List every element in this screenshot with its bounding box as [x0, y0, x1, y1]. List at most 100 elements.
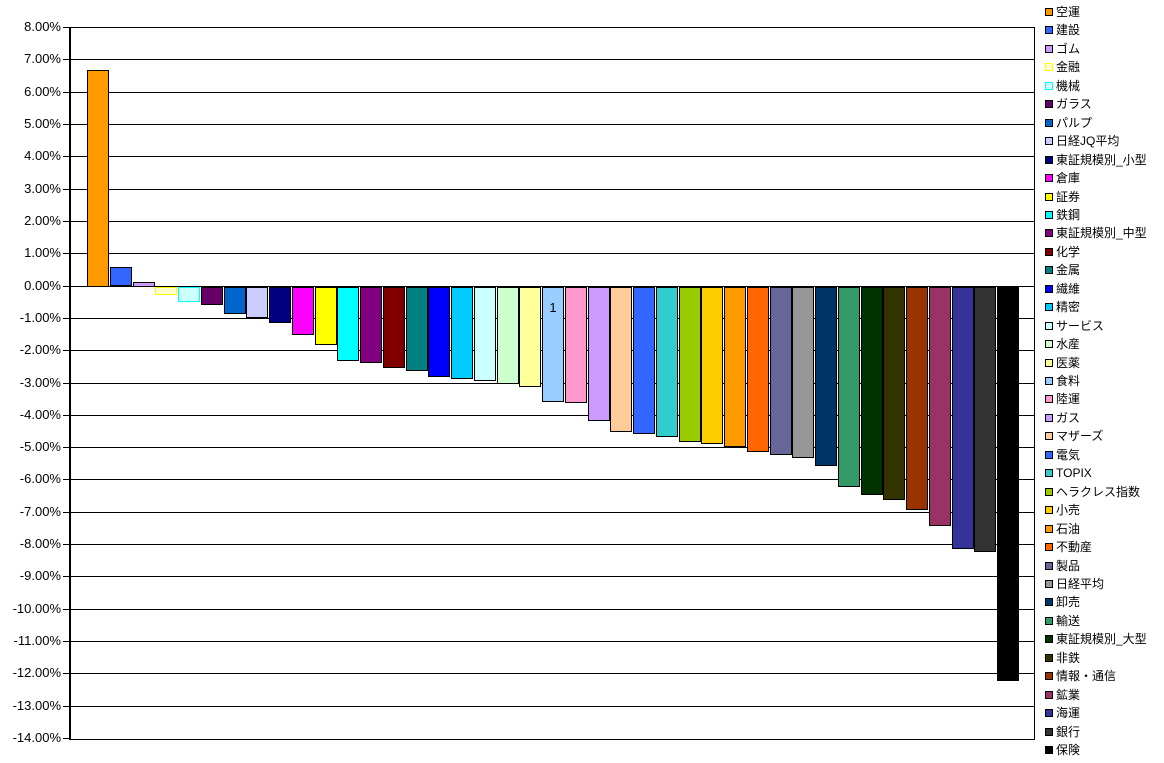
- bar[interactable]: [724, 287, 746, 447]
- legend-item[interactable]: 鉄鋼: [1045, 208, 1080, 222]
- bar[interactable]: [701, 287, 723, 444]
- legend-item[interactable]: 建設: [1045, 23, 1080, 37]
- legend-item[interactable]: 空運: [1045, 5, 1080, 19]
- legend-item[interactable]: 情報・通信: [1045, 669, 1116, 683]
- bar[interactable]: [656, 287, 678, 437]
- legend-swatch-icon: [1045, 432, 1053, 440]
- legend-item[interactable]: 石油: [1045, 522, 1080, 536]
- bar[interactable]: [155, 287, 177, 295]
- legend-item[interactable]: 不動産: [1045, 540, 1092, 554]
- bar[interactable]: [588, 287, 610, 421]
- bar[interactable]: [292, 287, 314, 335]
- bar[interactable]: [883, 287, 905, 500]
- bar[interactable]: [929, 287, 951, 526]
- legend-item[interactable]: 日経平均: [1045, 577, 1104, 591]
- legend-item[interactable]: 電気: [1045, 448, 1080, 462]
- y-tick-label: -12.00%: [12, 665, 61, 680]
- y-tick-label: -8.00%: [19, 536, 61, 551]
- legend-item[interactable]: 化学: [1045, 245, 1080, 259]
- legend-item[interactable]: 水産: [1045, 337, 1080, 351]
- legend-item[interactable]: 繊維: [1045, 282, 1080, 296]
- gridline: [71, 253, 1034, 254]
- bar[interactable]: [542, 287, 564, 402]
- bar[interactable]: [110, 267, 132, 286]
- legend-item[interactable]: ガス: [1045, 411, 1080, 425]
- bar[interactable]: [178, 287, 200, 302]
- y-axis-tick: [63, 318, 70, 319]
- bar[interactable]: [861, 287, 883, 495]
- bar[interactable]: [497, 287, 519, 384]
- legend-item[interactable]: 陸運: [1045, 392, 1080, 406]
- bar[interactable]: [633, 287, 655, 434]
- bar[interactable]: [224, 287, 246, 314]
- legend-item[interactable]: ヘラクレス指数: [1045, 485, 1140, 499]
- legend-item[interactable]: 金属: [1045, 263, 1080, 277]
- bar[interactable]: [747, 287, 769, 452]
- bar[interactable]: [838, 287, 860, 487]
- legend-swatch-icon: [1045, 469, 1053, 477]
- bar[interactable]: [315, 287, 337, 345]
- bar[interactable]: [474, 287, 496, 381]
- y-tick-label: 3.00%: [24, 181, 61, 196]
- legend-item[interactable]: 東証規模別_大型: [1045, 632, 1147, 646]
- legend-item[interactable]: マザーズ: [1045, 429, 1103, 443]
- legend-item[interactable]: 小売: [1045, 503, 1080, 517]
- y-tick-label: 1.00%: [24, 245, 61, 260]
- gridline: [71, 92, 1034, 93]
- legend-item[interactable]: TOPIX: [1045, 466, 1092, 480]
- legend-item[interactable]: 金融: [1045, 60, 1080, 74]
- legend-swatch-icon: [1045, 672, 1053, 680]
- gridline: [71, 706, 1034, 707]
- legend-label: ヘラクレス指数: [1056, 485, 1141, 499]
- bar[interactable]: [952, 287, 974, 549]
- legend-item[interactable]: パルプ: [1045, 116, 1092, 130]
- bar[interactable]: [87, 70, 109, 287]
- legend-item[interactable]: 倉庫: [1045, 171, 1080, 185]
- legend-item[interactable]: 東証規模別_小型: [1045, 153, 1147, 167]
- bar[interactable]: [997, 287, 1019, 681]
- legend-item[interactable]: 海運: [1045, 706, 1080, 720]
- bar[interactable]: [679, 287, 701, 442]
- legend-item[interactable]: 保険: [1045, 743, 1080, 757]
- legend-item[interactable]: ガラス: [1045, 97, 1092, 111]
- bar[interactable]: [269, 287, 291, 323]
- bar[interactable]: [974, 287, 996, 552]
- legend-item[interactable]: 精密: [1045, 300, 1080, 314]
- bar[interactable]: [201, 287, 223, 305]
- bar[interactable]: [428, 287, 450, 377]
- y-axis-tick: [63, 609, 70, 610]
- bar[interactable]: [792, 287, 814, 458]
- legend-item[interactable]: 日経JQ平均: [1045, 134, 1119, 148]
- bar[interactable]: [815, 287, 837, 466]
- bar[interactable]: [337, 287, 359, 361]
- legend-item[interactable]: 機械: [1045, 79, 1080, 93]
- bar[interactable]: [133, 282, 155, 287]
- y-tick-label: 4.00%: [24, 148, 61, 163]
- legend-item[interactable]: ゴム: [1045, 42, 1080, 56]
- bar[interactable]: [246, 287, 268, 318]
- bar[interactable]: [406, 287, 428, 371]
- bar[interactable]: [383, 287, 405, 368]
- gridline: [71, 221, 1034, 222]
- legend-item[interactable]: 非鉄: [1045, 651, 1080, 665]
- legend-item[interactable]: 製品: [1045, 559, 1080, 573]
- legend-item[interactable]: サービス: [1045, 319, 1104, 333]
- legend-item[interactable]: 輸送: [1045, 614, 1080, 628]
- bar[interactable]: [360, 287, 382, 363]
- bar[interactable]: [906, 287, 928, 510]
- legend-swatch-icon: [1045, 8, 1053, 16]
- legend-item[interactable]: 食料: [1045, 374, 1080, 388]
- bar[interactable]: [770, 287, 792, 455]
- bar[interactable]: [451, 287, 473, 379]
- legend-item[interactable]: 証券: [1045, 190, 1080, 204]
- bar[interactable]: [519, 287, 541, 387]
- bar[interactable]: [610, 287, 632, 432]
- bar[interactable]: [565, 287, 587, 403]
- legend-label: 医薬: [1056, 356, 1081, 370]
- legend-item[interactable]: 鉱業: [1045, 688, 1080, 702]
- legend-label: 東証規模別_大型: [1056, 632, 1147, 646]
- legend-item[interactable]: 東証規模別_中型: [1045, 226, 1147, 240]
- legend-item[interactable]: 銀行: [1045, 725, 1080, 739]
- legend-item[interactable]: 医薬: [1045, 356, 1080, 370]
- legend-item[interactable]: 卸売: [1045, 595, 1080, 609]
